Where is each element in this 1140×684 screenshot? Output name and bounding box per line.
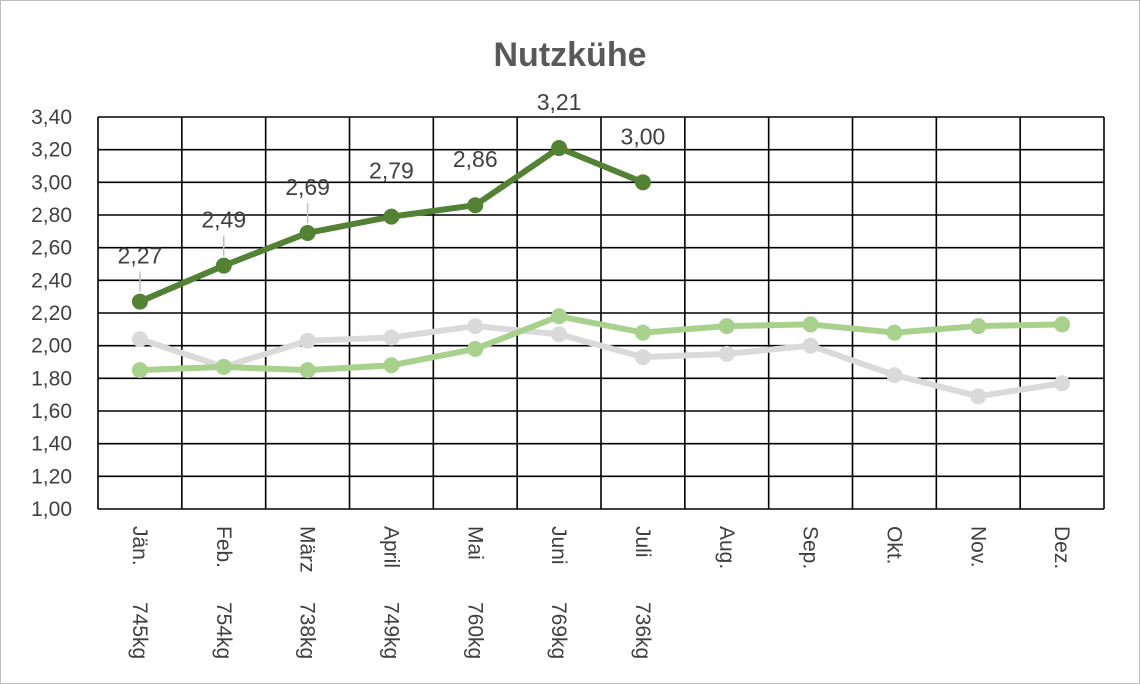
series-3-point [215, 257, 232, 274]
x-tick-weight: 769kg [547, 602, 570, 659]
series-2-point [299, 362, 316, 379]
x-tick-label: Juli 736kg [631, 526, 654, 659]
series-3-point [551, 140, 568, 157]
data-labels: 2,27 2,49 2,69 2,79 2,86 3,21 3,00 [118, 89, 666, 292]
y-tick-label: 2,20 [31, 302, 72, 325]
series-2-point [886, 324, 903, 341]
x-tick-month: Mai [463, 526, 486, 560]
series-1-point [551, 326, 568, 343]
series-2-point [215, 358, 232, 375]
data-label: 2,69 [285, 174, 330, 200]
series-3-point [299, 224, 316, 241]
series-3-point [383, 208, 400, 225]
series-3-point [131, 293, 148, 310]
x-tick-weight: 749kg [379, 602, 402, 659]
y-tick-label: 3,40 [31, 106, 72, 129]
y-tick-label: 3,00 [31, 171, 72, 194]
series-2-point [802, 316, 819, 333]
series-2-point [634, 324, 651, 341]
y-tick-label: 1,20 [31, 465, 72, 488]
x-tick-label: Aug. [715, 526, 738, 569]
data-label: 2,79 [369, 158, 414, 184]
y-tick-label: 2,60 [31, 237, 72, 260]
y-tick-label: 2,00 [31, 335, 72, 358]
y-tick-label: 3,20 [31, 139, 72, 162]
series-1-point [718, 345, 735, 362]
x-axis-ticks: Jän. 745kg Feb. 754kg März 738kg April 749kg Mai… [128, 526, 1073, 659]
series-2-point [467, 340, 484, 357]
x-tick-month: März [296, 526, 319, 573]
series-1-point [383, 329, 400, 346]
data-label: 3,00 [621, 123, 666, 149]
x-tick-month: Juni [547, 526, 570, 565]
series-1-point [1054, 375, 1071, 392]
series-2-point [1054, 316, 1071, 333]
series-1-point [634, 349, 651, 366]
x-tick-weight: 760kg [463, 602, 486, 659]
x-tick-label: Jän. 745kg [128, 526, 151, 659]
x-tick-month: Juli [631, 526, 654, 558]
x-tick-label: Nov. [966, 526, 989, 568]
series-1-point [299, 332, 316, 349]
series-line-1 [136, 323, 1066, 400]
x-tick-month: Dez. [1050, 526, 1073, 569]
series-1-point [467, 318, 484, 335]
x-tick-label: Feb. 754kg [212, 526, 235, 659]
data-label: 2,27 [118, 243, 163, 269]
x-tick-weight: 745kg [128, 602, 151, 659]
data-label: 2,86 [453, 146, 498, 172]
x-tick-label: April 749kg [379, 526, 402, 659]
x-tick-month: Nov. [966, 526, 989, 568]
series-2-point [718, 318, 735, 335]
x-tick-label: Sep. [799, 526, 822, 569]
series-3-point [467, 197, 484, 214]
grid [97, 116, 1105, 510]
x-tick-month: April [379, 526, 402, 568]
series-2-point [131, 362, 148, 379]
x-tick-weight: 736kg [631, 602, 654, 659]
x-tick-weight: 754kg [212, 602, 235, 659]
series-1-point [802, 337, 819, 354]
x-tick-month: Sep. [799, 526, 822, 569]
data-label: 3,21 [537, 89, 582, 115]
y-tick-label: 1,80 [31, 367, 72, 390]
series-1-point [970, 388, 987, 405]
series-1-point [131, 331, 148, 348]
series-2-point [383, 357, 400, 374]
data-label: 2,49 [201, 207, 246, 233]
y-axis-ticks: 1,00 1,20 1,40 1,60 1,80 2,00 2,20 2,40 2,60 2,80… [31, 106, 72, 521]
series-line-2 [136, 313, 1066, 374]
y-tick-label: 2,40 [31, 269, 72, 292]
series-3-point [634, 174, 651, 191]
x-tick-month: Jän. [128, 526, 151, 566]
x-tick-month: Feb. [212, 526, 235, 568]
chart-title: Nutzkühe [494, 36, 647, 74]
x-tick-month: Aug. [715, 526, 738, 569]
series-2-point [970, 318, 987, 335]
x-tick-label: März 738kg [296, 526, 319, 659]
x-tick-label: Dez. [1050, 526, 1073, 569]
x-tick-label: Okt. [882, 526, 905, 565]
x-tick-label: Juni 769kg [547, 526, 570, 659]
series-2-point [551, 308, 568, 325]
y-tick-label: 1,00 [31, 498, 72, 521]
x-tick-month: Okt. [882, 526, 905, 565]
y-tick-label: 1,60 [31, 400, 72, 423]
x-tick-weight: 738kg [296, 602, 319, 659]
series-1-point [886, 367, 903, 384]
x-tick-label: Mai 760kg [463, 526, 486, 659]
y-tick-label: 1,40 [31, 433, 72, 456]
y-tick-label: 2,80 [31, 204, 72, 227]
series-layer [131, 140, 1071, 405]
